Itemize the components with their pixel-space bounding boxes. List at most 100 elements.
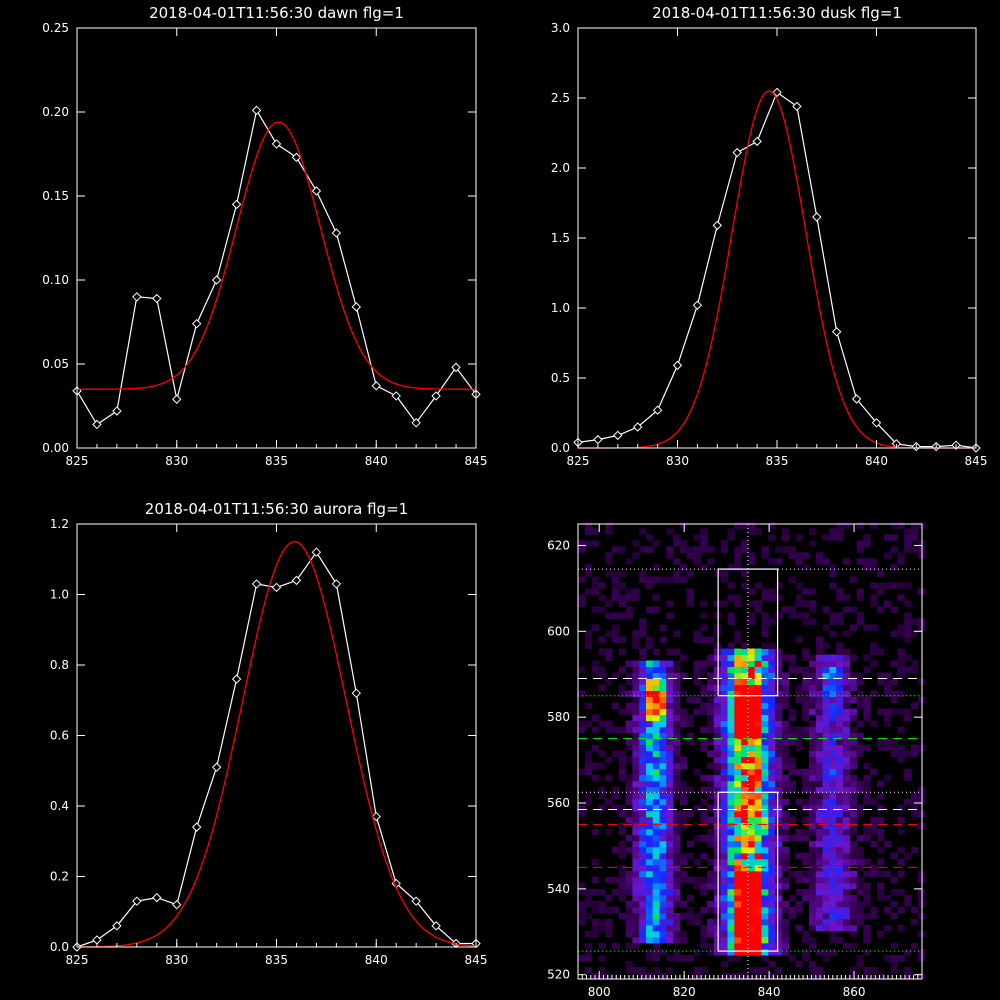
heatmap-cell	[584, 949, 593, 956]
heatmap-cell	[761, 894, 769, 902]
heatmap-cell	[700, 528, 708, 535]
heatmap-cell	[666, 702, 674, 710]
heatmap-cell	[652, 702, 660, 710]
heatmap-cell	[836, 870, 844, 878]
heatmap-cell	[727, 642, 735, 649]
heatmap-cell	[802, 654, 810, 661]
heatmap-cell	[666, 678, 674, 685]
heatmap-cell	[911, 846, 919, 854]
heatmap-cell	[761, 714, 769, 722]
heatmap-cell	[795, 828, 803, 836]
heatmap-cell	[666, 864, 674, 872]
heatmap-cell	[700, 852, 708, 860]
heatmap-cell	[741, 750, 749, 758]
data-point	[692, 300, 703, 310]
heatmap-cell	[904, 612, 912, 619]
heatmap-cell	[652, 882, 660, 890]
heatmap-cell	[761, 618, 769, 625]
heatmap-cell	[917, 955, 926, 962]
heatmap-cell	[843, 858, 851, 866]
heatmap-cell	[822, 834, 830, 842]
heatmap-cell	[829, 846, 837, 854]
heatmap-cell	[646, 846, 654, 854]
data-point	[251, 105, 262, 116]
heatmap-cell	[761, 612, 769, 619]
heatmap-cell	[775, 792, 783, 800]
heatmap-cell	[673, 672, 681, 679]
heatmap-cell	[815, 660, 824, 667]
x-tick-label: 835	[265, 454, 288, 468]
heatmap-cell	[822, 846, 830, 854]
heatmap-cell	[788, 666, 796, 673]
heatmap-cell	[659, 894, 667, 902]
heatmap-cell	[836, 588, 844, 595]
heatmap-cell	[863, 696, 871, 704]
heatmap-cell	[639, 648, 647, 655]
data-point	[411, 418, 421, 428]
heatmap-cell	[741, 768, 749, 776]
heatmap-cell	[768, 750, 776, 758]
heatmap-cell	[591, 930, 599, 938]
heatmap-cell	[652, 924, 660, 932]
heatmap-cell	[659, 732, 667, 740]
heatmap-cell	[659, 822, 667, 830]
heatmap-cell	[754, 786, 762, 794]
heatmap-cell	[775, 546, 783, 553]
heatmap-cell	[768, 594, 776, 601]
heatmap-cell	[713, 750, 722, 758]
heatmap-cell	[639, 810, 647, 818]
heatmap-cell	[775, 582, 783, 589]
heatmap-cell	[666, 690, 674, 697]
heatmap-cell	[666, 792, 674, 800]
y-tick-label: 3.0	[551, 21, 570, 35]
heatmap-cell	[911, 522, 919, 529]
heatmap-cell	[890, 888, 898, 896]
heatmap-cell	[863, 792, 871, 800]
heatmap-cell	[747, 870, 756, 878]
data-point	[431, 391, 441, 401]
heatmap-cell	[727, 852, 735, 860]
heatmap-cell	[904, 900, 912, 908]
heatmap-cell	[870, 690, 878, 697]
heatmap-cell	[639, 798, 647, 806]
heatmap-cell	[618, 546, 627, 553]
heatmap-cell	[911, 804, 919, 812]
heatmap-cell	[843, 738, 851, 746]
x-tick-label: 845	[965, 454, 988, 468]
heatmap-cell	[768, 720, 776, 728]
heatmap-cell	[734, 768, 742, 776]
heatmap-cell	[849, 876, 858, 884]
heatmap-cell	[829, 840, 837, 848]
heatmap-cell	[836, 708, 844, 716]
heatmap-cell	[747, 750, 756, 758]
heatmap-cell	[734, 780, 742, 788]
heatmap-cell	[605, 600, 613, 607]
heatmap-cell	[775, 967, 783, 974]
x-tick-label: 825	[567, 454, 590, 468]
heatmap-cell	[700, 600, 708, 607]
data-point	[112, 921, 122, 931]
heatmap-cell	[781, 906, 790, 914]
heatmap-cell	[822, 678, 830, 685]
data-point	[311, 547, 322, 557]
heatmap-cell	[877, 846, 885, 854]
heatmap-cell	[775, 906, 783, 914]
heatmap-cell	[870, 642, 878, 649]
heatmap-cell	[686, 918, 694, 926]
heatmap-cell	[843, 714, 851, 722]
heatmap-cell	[829, 756, 837, 764]
heatmap-cell	[666, 804, 674, 812]
heatmap-cell	[768, 804, 776, 812]
heatmap-cell	[775, 750, 783, 758]
heatmap-cell	[747, 822, 756, 830]
heatmap-cell	[856, 672, 864, 679]
heatmap-cell	[877, 738, 885, 746]
heatmap-cell	[904, 967, 912, 974]
heatmap-cell	[632, 738, 640, 746]
heatmap-cell	[734, 750, 742, 758]
heatmap-cell	[673, 678, 681, 685]
heatmap-cell	[822, 558, 830, 565]
heatmap-cell	[741, 570, 749, 577]
heatmap-cell	[741, 882, 749, 890]
